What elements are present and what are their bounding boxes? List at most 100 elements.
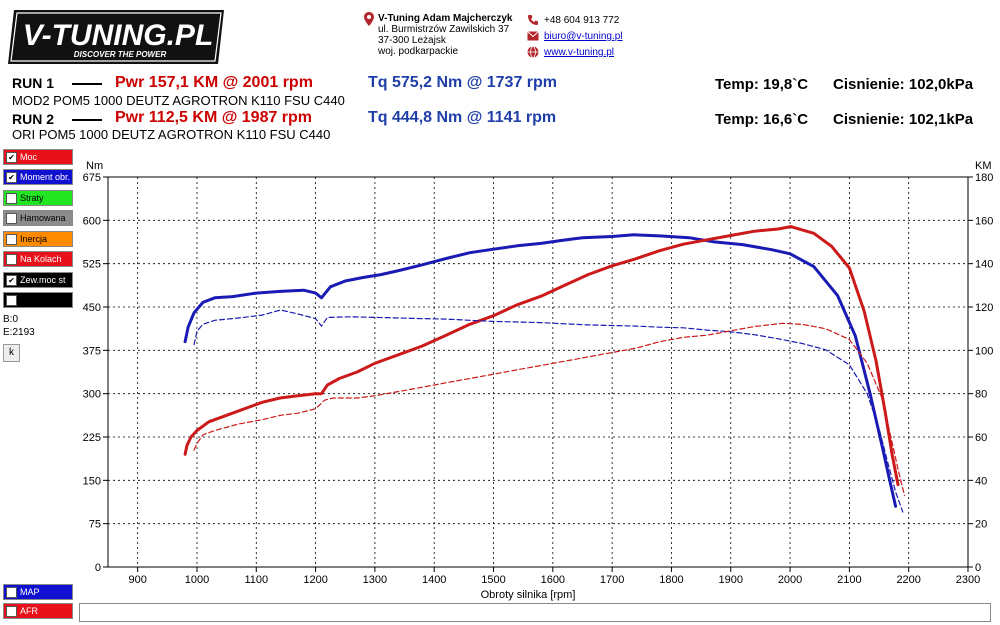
legend-checkbox[interactable]: ✔ bbox=[6, 172, 17, 183]
legend-label: Zew.moc st bbox=[20, 275, 66, 285]
y-left-tick-label: 600 bbox=[83, 215, 101, 227]
info-b: B:0 bbox=[3, 314, 19, 325]
legend-toggle-afr[interactable]: AFR bbox=[3, 603, 73, 619]
x-tick-label: 1400 bbox=[422, 574, 446, 586]
legend-label: Inercja bbox=[20, 234, 48, 244]
y-left-tick-label: 450 bbox=[83, 302, 101, 314]
y-right-tick-label: 140 bbox=[975, 259, 993, 271]
contact-website-link[interactable]: www.v-tuning.pl bbox=[544, 47, 615, 58]
contact-phone: +48 604 913 772 bbox=[544, 15, 620, 26]
k-button[interactable]: k bbox=[3, 344, 20, 362]
y-left-tick-label: 75 bbox=[89, 519, 101, 531]
legend-label: Na Kolach bbox=[20, 254, 62, 264]
run1-description: MOD2 POM5 1000 DEUTZ AGROTRON K110 FSU C… bbox=[12, 93, 345, 108]
legend-checkbox[interactable] bbox=[6, 193, 17, 204]
company-city: 37-300 Leżajsk bbox=[378, 35, 446, 46]
legend-toggle-map[interactable]: MAP bbox=[3, 584, 73, 600]
v-tuning-logo: V-TUNING.PL DISCOVER THE POWER bbox=[8, 10, 224, 64]
x-tick-label: 1700 bbox=[600, 574, 624, 586]
email-icon bbox=[527, 31, 539, 41]
y-right-tick-label: 60 bbox=[975, 432, 987, 444]
y-right-tick-label: 80 bbox=[975, 389, 987, 401]
legend-checkbox[interactable]: ✔ bbox=[6, 152, 17, 163]
x-tick-label: 2100 bbox=[837, 574, 861, 586]
series-line-run-1-tq bbox=[183, 233, 898, 508]
legend-toggle-empty[interactable] bbox=[3, 292, 73, 308]
x-tick-label: 2000 bbox=[778, 574, 802, 586]
y-left-tick-label: 300 bbox=[83, 389, 101, 401]
legend-checkbox[interactable]: ✔ bbox=[6, 275, 17, 286]
x-tick-label: 1900 bbox=[719, 574, 743, 586]
company-name: V-Tuning Adam Majcherczyk bbox=[378, 13, 513, 24]
run1-temp: Temp: 19,8`C bbox=[715, 76, 809, 93]
legend-label: AFR bbox=[20, 606, 38, 616]
legend-label: Moment obr. bbox=[20, 172, 71, 182]
run1-label: RUN 1 bbox=[12, 75, 55, 91]
x-tick-label: 1600 bbox=[541, 574, 565, 586]
x-tick-label: 1000 bbox=[185, 574, 209, 586]
x-tick-label: 1300 bbox=[363, 574, 387, 586]
y-left-tick-label: 675 bbox=[83, 172, 101, 184]
bottom-scroll-bar[interactable] bbox=[79, 603, 991, 622]
y-left-axis-label: Nm bbox=[86, 160, 103, 172]
logo-name: V-TUNING.PL bbox=[23, 19, 214, 52]
y-right-tick-label: 20 bbox=[975, 519, 987, 531]
run1-pressure: Cisnienie: 102,0kPa bbox=[833, 76, 974, 93]
run2-label: RUN 2 bbox=[12, 111, 55, 127]
legend-toggle-moment[interactable]: ✔ Moment obr. bbox=[3, 169, 73, 185]
series-line-run-2-tq bbox=[193, 309, 904, 513]
y-right-tick-label: 180 bbox=[975, 172, 993, 184]
y-right-tick-label: 100 bbox=[975, 345, 993, 357]
run2-line-sample bbox=[72, 119, 102, 121]
y-right-tick-label: 160 bbox=[975, 215, 993, 227]
info-e: E:2193 bbox=[3, 327, 35, 338]
contact-email-link[interactable]: biuro@v-tuning.pl bbox=[544, 31, 623, 42]
run2-torque: Tq 444,8 Nm @ 1141 rpm bbox=[368, 109, 557, 126]
x-tick-label: 2300 bbox=[956, 574, 980, 586]
company-street: ul. Burmistrzów Zawilskich 37 bbox=[378, 24, 510, 35]
legend-toggle-moc[interactable]: ✔ Moc bbox=[3, 149, 73, 165]
globe-icon bbox=[527, 46, 539, 58]
x-tick-label: 1500 bbox=[481, 574, 505, 586]
legend-checkbox[interactable] bbox=[6, 254, 17, 265]
phone-icon bbox=[528, 15, 538, 25]
series-line-run-1-pwr bbox=[183, 225, 900, 487]
contact-address: V-Tuning Adam Majcherczyk ul. Burmistrzó… bbox=[378, 13, 512, 57]
plot-area bbox=[107, 176, 969, 568]
legend-toggle-inercja[interactable]: Inercja bbox=[3, 231, 73, 247]
legend-label: MAP bbox=[20, 587, 40, 597]
legend-checkbox[interactable] bbox=[6, 213, 17, 224]
legend-toggle-straty[interactable]: Straty bbox=[3, 190, 73, 206]
legend-toggle-zew-moc[interactable]: ✔ Zew.moc st bbox=[3, 272, 73, 288]
x-tick-label: 2200 bbox=[896, 574, 920, 586]
y-right-axis-label: KM bbox=[975, 160, 992, 172]
y-left-tick-label: 525 bbox=[83, 259, 101, 271]
legend-label: Moc bbox=[20, 152, 38, 162]
run1-power: Pwr 157,1 KM @ 2001 rpm bbox=[115, 74, 313, 91]
legend-checkbox[interactable] bbox=[6, 587, 17, 598]
y-left-tick-label: 0 bbox=[95, 562, 101, 574]
legend-checkbox[interactable] bbox=[6, 295, 17, 306]
x-tick-label: 900 bbox=[128, 574, 146, 586]
location-pin-icon bbox=[364, 12, 374, 26]
legend-label: Straty bbox=[20, 193, 44, 203]
run2-temp: Temp: 16,6`C bbox=[715, 111, 809, 128]
y-left-tick-label: 150 bbox=[83, 475, 101, 487]
y-left-tick-label: 225 bbox=[83, 432, 101, 444]
logo-tagline: DISCOVER THE POWER bbox=[74, 50, 167, 59]
dyno-chart: 900 1000 1100 1200 1300 1400 1500 1600 1700 1800 1… bbox=[83, 160, 994, 601]
run2-pressure: Cisnienie: 102,1kPa bbox=[833, 111, 974, 128]
y-right-tick-label: 120 bbox=[975, 302, 993, 314]
company-region: woj. podkarpackie bbox=[378, 46, 459, 57]
y-right-tick-label: 0 bbox=[975, 562, 981, 574]
x-tick-label: 1100 bbox=[244, 574, 268, 586]
legend-toggle-na-kolach[interactable]: Na Kolach bbox=[3, 251, 73, 267]
legend-label: Hamowana bbox=[20, 213, 66, 223]
run1-line-sample bbox=[72, 83, 102, 85]
y-left-tick-label: 375 bbox=[83, 345, 101, 357]
y-right-tick-label: 40 bbox=[975, 475, 987, 487]
legend-checkbox[interactable] bbox=[6, 234, 17, 245]
legend-checkbox[interactable] bbox=[6, 606, 17, 617]
legend-toggle-hamowana[interactable]: Hamowana bbox=[3, 210, 73, 226]
x-tick-label: 1800 bbox=[659, 574, 683, 586]
